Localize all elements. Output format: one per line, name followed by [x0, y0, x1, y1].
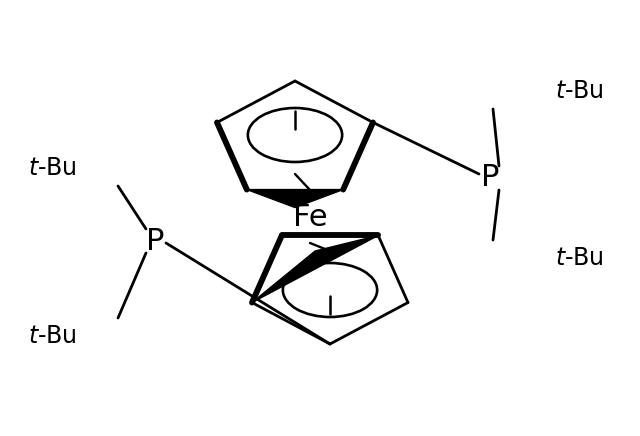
Text: $\mathit{t}$-Bu: $\mathit{t}$-Bu [28, 156, 77, 180]
Text: $\mathit{t}$-Bu: $\mathit{t}$-Bu [555, 246, 604, 270]
Polygon shape [252, 235, 378, 303]
Text: $\mathit{t}$-Bu: $\mathit{t}$-Bu [555, 79, 604, 103]
Polygon shape [247, 190, 343, 208]
Text: Fe: Fe [292, 204, 327, 232]
Text: P: P [146, 226, 164, 255]
Text: P: P [481, 164, 499, 193]
Text: $\mathit{t}$-Bu: $\mathit{t}$-Bu [28, 324, 77, 348]
